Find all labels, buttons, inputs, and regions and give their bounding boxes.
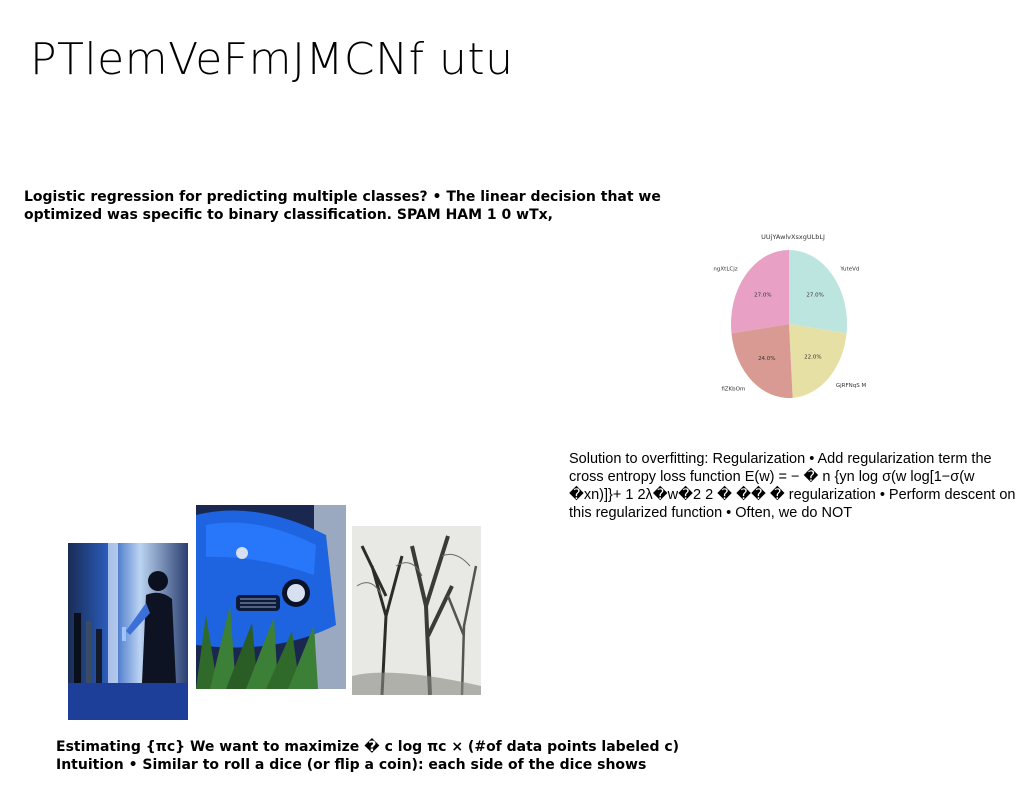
- pie-slice-category-label: GjRFNqS M: [836, 383, 867, 389]
- laboratory-photo: [68, 543, 188, 720]
- bare-trees-photo: [352, 526, 481, 695]
- pie-chart: UUjYAwlvXsxgULbLJ 27.0% YuteVd 22.0% GjRFNq…: [713, 233, 867, 398]
- pie-slice-percent-label: 27.0%: [806, 293, 823, 299]
- pie-slice-percent-label: 22.0%: [804, 354, 821, 360]
- text-block-estimating-pi: Estimating {πc} We want to maximize � c …: [56, 739, 680, 773]
- pie-slice-category-label: fiZKbOm: [721, 386, 745, 392]
- pie-slice: [731, 250, 789, 334]
- pie-slice: [731, 324, 793, 398]
- pie-slice: [789, 250, 847, 334]
- slide-title: PTlemVeFmJMCNf utu: [30, 34, 514, 85]
- pie-slice-category-label: YuteVd: [839, 267, 859, 273]
- blue-car-photo: [196, 505, 346, 689]
- pie-chart-title: UUjYAwlvXsxgULbLJ: [761, 233, 825, 241]
- pie-slice: [789, 324, 847, 398]
- pie-slice-percent-label: 24.0%: [758, 356, 775, 362]
- text-block-regularization: Solution to overfitting: Regularization …: [569, 451, 1016, 521]
- text-block-logistic-regression: Logistic regression for predicting multi…: [24, 189, 661, 223]
- pie-slice-percent-label: 27.0%: [754, 293, 771, 299]
- pie-slice-category-label: ngXtLCjz: [713, 267, 737, 273]
